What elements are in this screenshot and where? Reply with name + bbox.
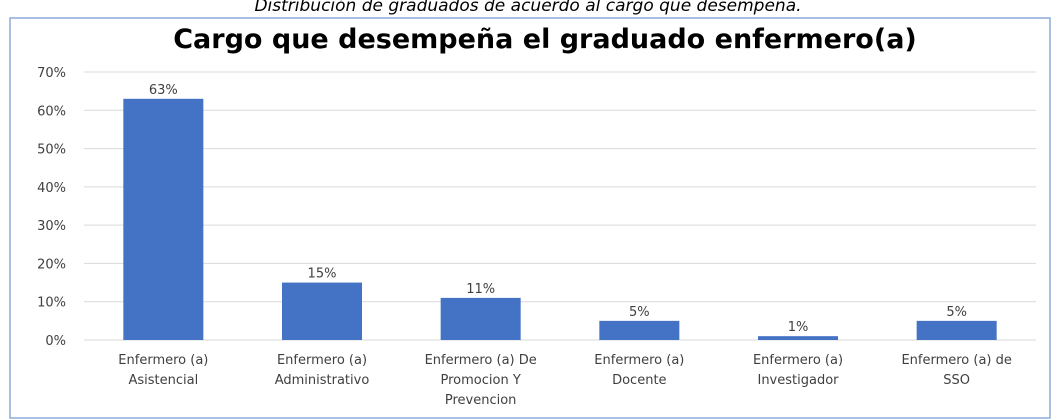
y-tick-label: 20% [37, 257, 66, 272]
x-tick-label: Enfermero (a) [277, 353, 367, 368]
x-tick-label: Docente [612, 373, 666, 388]
data-label: 63% [149, 83, 178, 98]
x-tick-label: Enfermero (a) [118, 353, 208, 368]
chart-caption: Distribución de graduados de acuerdo al … [254, 0, 801, 16]
bar [758, 336, 838, 340]
x-tick-label: Promocion Y [441, 373, 521, 388]
data-label: 15% [308, 267, 337, 282]
data-label: 5% [629, 305, 650, 320]
bar [599, 320, 680, 340]
data-label: 5% [946, 305, 967, 320]
y-tick-label: 10% [37, 296, 66, 311]
data-label: 11% [466, 282, 495, 297]
x-tick-label: Enfermero (a) De [425, 353, 537, 368]
x-tick-label: Investigador [757, 373, 839, 388]
bar [123, 98, 204, 340]
y-tick-label: 30% [37, 219, 66, 234]
y-tick-label: 40% [37, 181, 66, 196]
x-tick-label: Enfermero (a) [753, 353, 843, 368]
bar [916, 320, 997, 340]
chart-title: Cargo que desempeña el graduado enfermer… [173, 24, 917, 55]
bar [440, 297, 521, 340]
y-tick-label: 70% [37, 66, 66, 81]
bar [282, 282, 362, 340]
x-tick-label: Administrativo [275, 373, 370, 388]
y-tick-label: 0% [45, 334, 66, 349]
y-tick-label: 60% [37, 104, 66, 119]
y-tick-label: 50% [37, 143, 66, 158]
x-tick-label: SSO [943, 373, 970, 388]
x-tick-label: Enfermero (a) [594, 353, 684, 368]
x-tick-label: Enfermero (a) de [901, 353, 1011, 368]
data-label: 1% [788, 320, 809, 335]
x-tick-label: Asistencial [128, 373, 198, 388]
x-tick-label: Prevencion [445, 393, 517, 408]
